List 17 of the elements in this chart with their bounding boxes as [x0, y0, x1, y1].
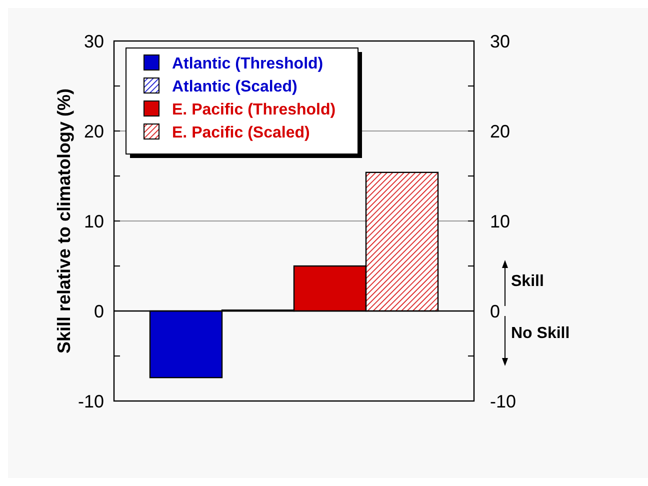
legend-label: Atlantic (Threshold) [172, 56, 324, 73]
y-tick-label: 0 [94, 301, 104, 322]
y-tick-label: -10 [78, 391, 104, 412]
y2-tick-label: 30 [490, 31, 510, 52]
text: No Skill [511, 325, 570, 342]
legend-label: E. Pacific (Scaled) [172, 124, 310, 142]
text: Skill [511, 273, 544, 290]
y-tick-label: 10 [84, 211, 104, 232]
y2-tick-label: 10 [490, 211, 510, 232]
legend-label: Atlantic (Scaled) [172, 78, 298, 96]
y2-tick-label: 20 [490, 121, 510, 142]
y-axis-title: Skill relative to climatology (%) [54, 88, 74, 354]
y-tick-label: 20 [84, 121, 104, 142]
legend-label: E. Pacific (Threshold) [172, 102, 336, 119]
y-tick-label: 30 [84, 31, 104, 52]
y2-tick-label: 0 [490, 301, 500, 322]
y2-tick-label: -10 [490, 391, 516, 412]
